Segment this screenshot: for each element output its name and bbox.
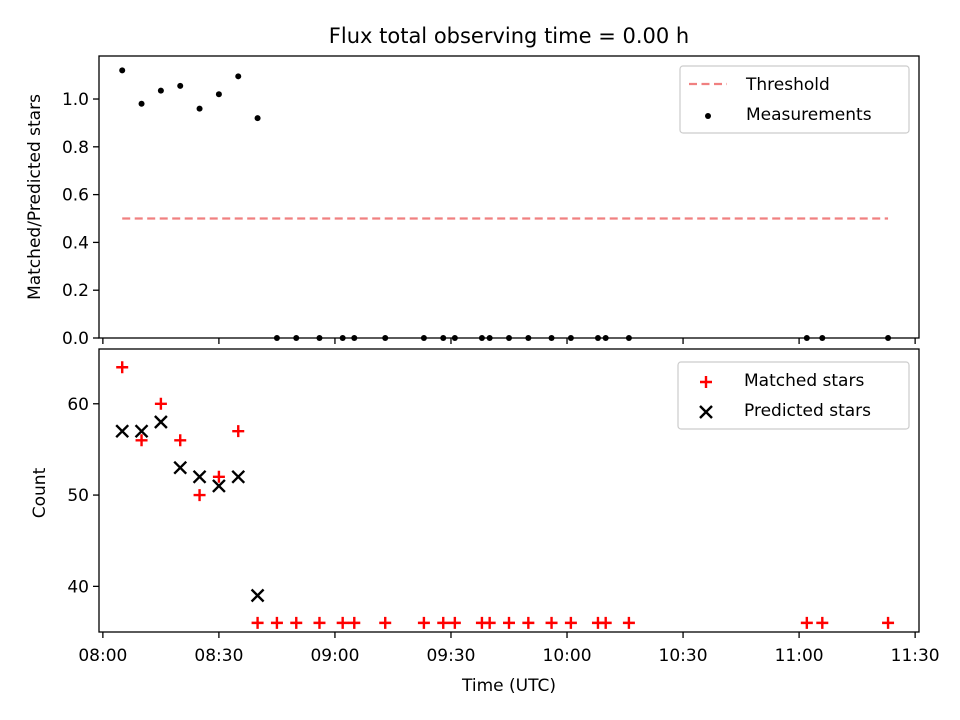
top-measurements-point (254, 115, 261, 122)
top-measurements-point (235, 73, 242, 80)
bottom-predicted-stars-point (154, 415, 168, 429)
bottom-matched-stars-point (522, 616, 535, 629)
x-tick-label: 08:30 (194, 646, 243, 666)
x-tick-label: 10:30 (659, 646, 708, 666)
bottom-matched-stars-point (448, 616, 461, 629)
bottom-matched-stars-point (313, 616, 326, 629)
top-y-tick-label: 0.0 (62, 329, 89, 349)
bottom-matched-stars-point (174, 434, 187, 447)
bottom-predicted-stars-point (173, 460, 188, 475)
top-legend-box (679, 65, 910, 134)
top-legend-measurements-swatch (705, 113, 711, 119)
bottom-legend-matched-stars-label: Matched stars (744, 371, 864, 391)
top-axes-frame (98, 55, 920, 339)
x-tick-label: 10:00 (543, 646, 592, 666)
bottom-legend-matched-stars-swatch (700, 376, 712, 388)
bottom-matched-stars-point (116, 361, 129, 374)
bottom-predicted-stars-point (115, 424, 130, 439)
x-axis-label: Time (UTC) (461, 676, 556, 696)
x-tick-label: 11:00 (775, 646, 824, 666)
bottom-matched-stars-point (348, 616, 361, 629)
bottom-axes-frame (98, 348, 920, 633)
top-y-tick-label: 0.2 (62, 281, 89, 301)
bottom-matched-stars-point (270, 616, 283, 629)
top-measurements-point (177, 82, 184, 89)
bottom-panel: 40 50 60 08:00 08:30 09:00 09:30 10:00 10:30 11:0… (67, 348, 940, 666)
bottom-y-tick-label: 50 (67, 486, 89, 506)
x-tick-label: 11:30 (891, 646, 940, 666)
bottom-matched-stars-point (483, 616, 496, 629)
bottom-matched-stars-point (800, 616, 813, 629)
x-tick-label: 08:00 (78, 646, 127, 666)
bottom-predicted-stars-point (231, 469, 246, 484)
bottom-matched-stars-point (135, 434, 148, 447)
bottom-matched-stars-point (545, 616, 558, 629)
bottom-predicted-stars-point (192, 469, 207, 484)
bottom-matched-stars-point (417, 616, 430, 629)
bottom-legend-predicted-stars-swatch (699, 405, 713, 419)
chart-title: Flux total observing time = 0.00 h (329, 24, 689, 48)
bottom-legend-predicted-stars-label: Predicted stars (744, 401, 871, 421)
top-measurements-point (215, 91, 222, 98)
top-measurements-point (196, 105, 203, 112)
bottom-matched-stars-point (290, 616, 303, 629)
top-measurements-point (119, 67, 126, 74)
bottom-predicted-stars-point (250, 588, 265, 603)
x-tick-label: 09:00 (310, 646, 359, 666)
bottom-matched-stars-point (564, 616, 577, 629)
bottom-matched-stars-point (816, 616, 829, 629)
bottom-y-tick-label: 60 (67, 395, 89, 415)
top-legend-threshold-label: Threshold (745, 75, 830, 95)
top-y-tick-label: 0.4 (62, 233, 89, 253)
bottom-predicted-stars-point (212, 479, 226, 493)
bottom-matched-stars-point (379, 616, 392, 629)
bottom-y-tick-label: 40 (67, 577, 89, 597)
top-y-axis-label: Matched/Predicted stars (25, 94, 45, 300)
top-y-tick-label: 1.0 (62, 90, 89, 110)
top-panel: 0.0 0.2 0.4 0.6 0.8 1.0 Threshold Measurements (62, 55, 920, 349)
top-legend: Threshold Measurements (679, 65, 910, 134)
top-measurements-point (157, 87, 164, 94)
bottom-matched-stars-point (437, 616, 450, 629)
bottom-matched-stars-point (336, 616, 349, 629)
bottom-legend: Matched stars Predicted stars (677, 361, 910, 430)
bottom-matched-stars-point (193, 489, 206, 502)
top-y-tick-label: 0.8 (62, 138, 89, 158)
bottom-predicted-stars-point (134, 424, 149, 439)
bottom-matched-stars-point (622, 616, 635, 629)
bottom-matched-stars-point (251, 616, 264, 629)
bottom-matched-stars-point (232, 425, 245, 438)
top-measurements-point (138, 100, 145, 107)
top-legend-measurements-label: Measurements (746, 105, 872, 125)
bottom-matched-stars-point (212, 470, 225, 483)
bottom-matched-stars-point (503, 616, 515, 629)
x-tick-label: 09:30 (426, 646, 475, 666)
bottom-legend-box (677, 361, 910, 430)
bottom-matched-stars-point (882, 616, 895, 629)
bottom-matched-stars-point (599, 616, 612, 629)
bottom-matched-stars-point (154, 397, 167, 410)
bottom-y-axis-label: Count (30, 467, 50, 518)
top-y-tick-label: 0.6 (62, 186, 89, 206)
